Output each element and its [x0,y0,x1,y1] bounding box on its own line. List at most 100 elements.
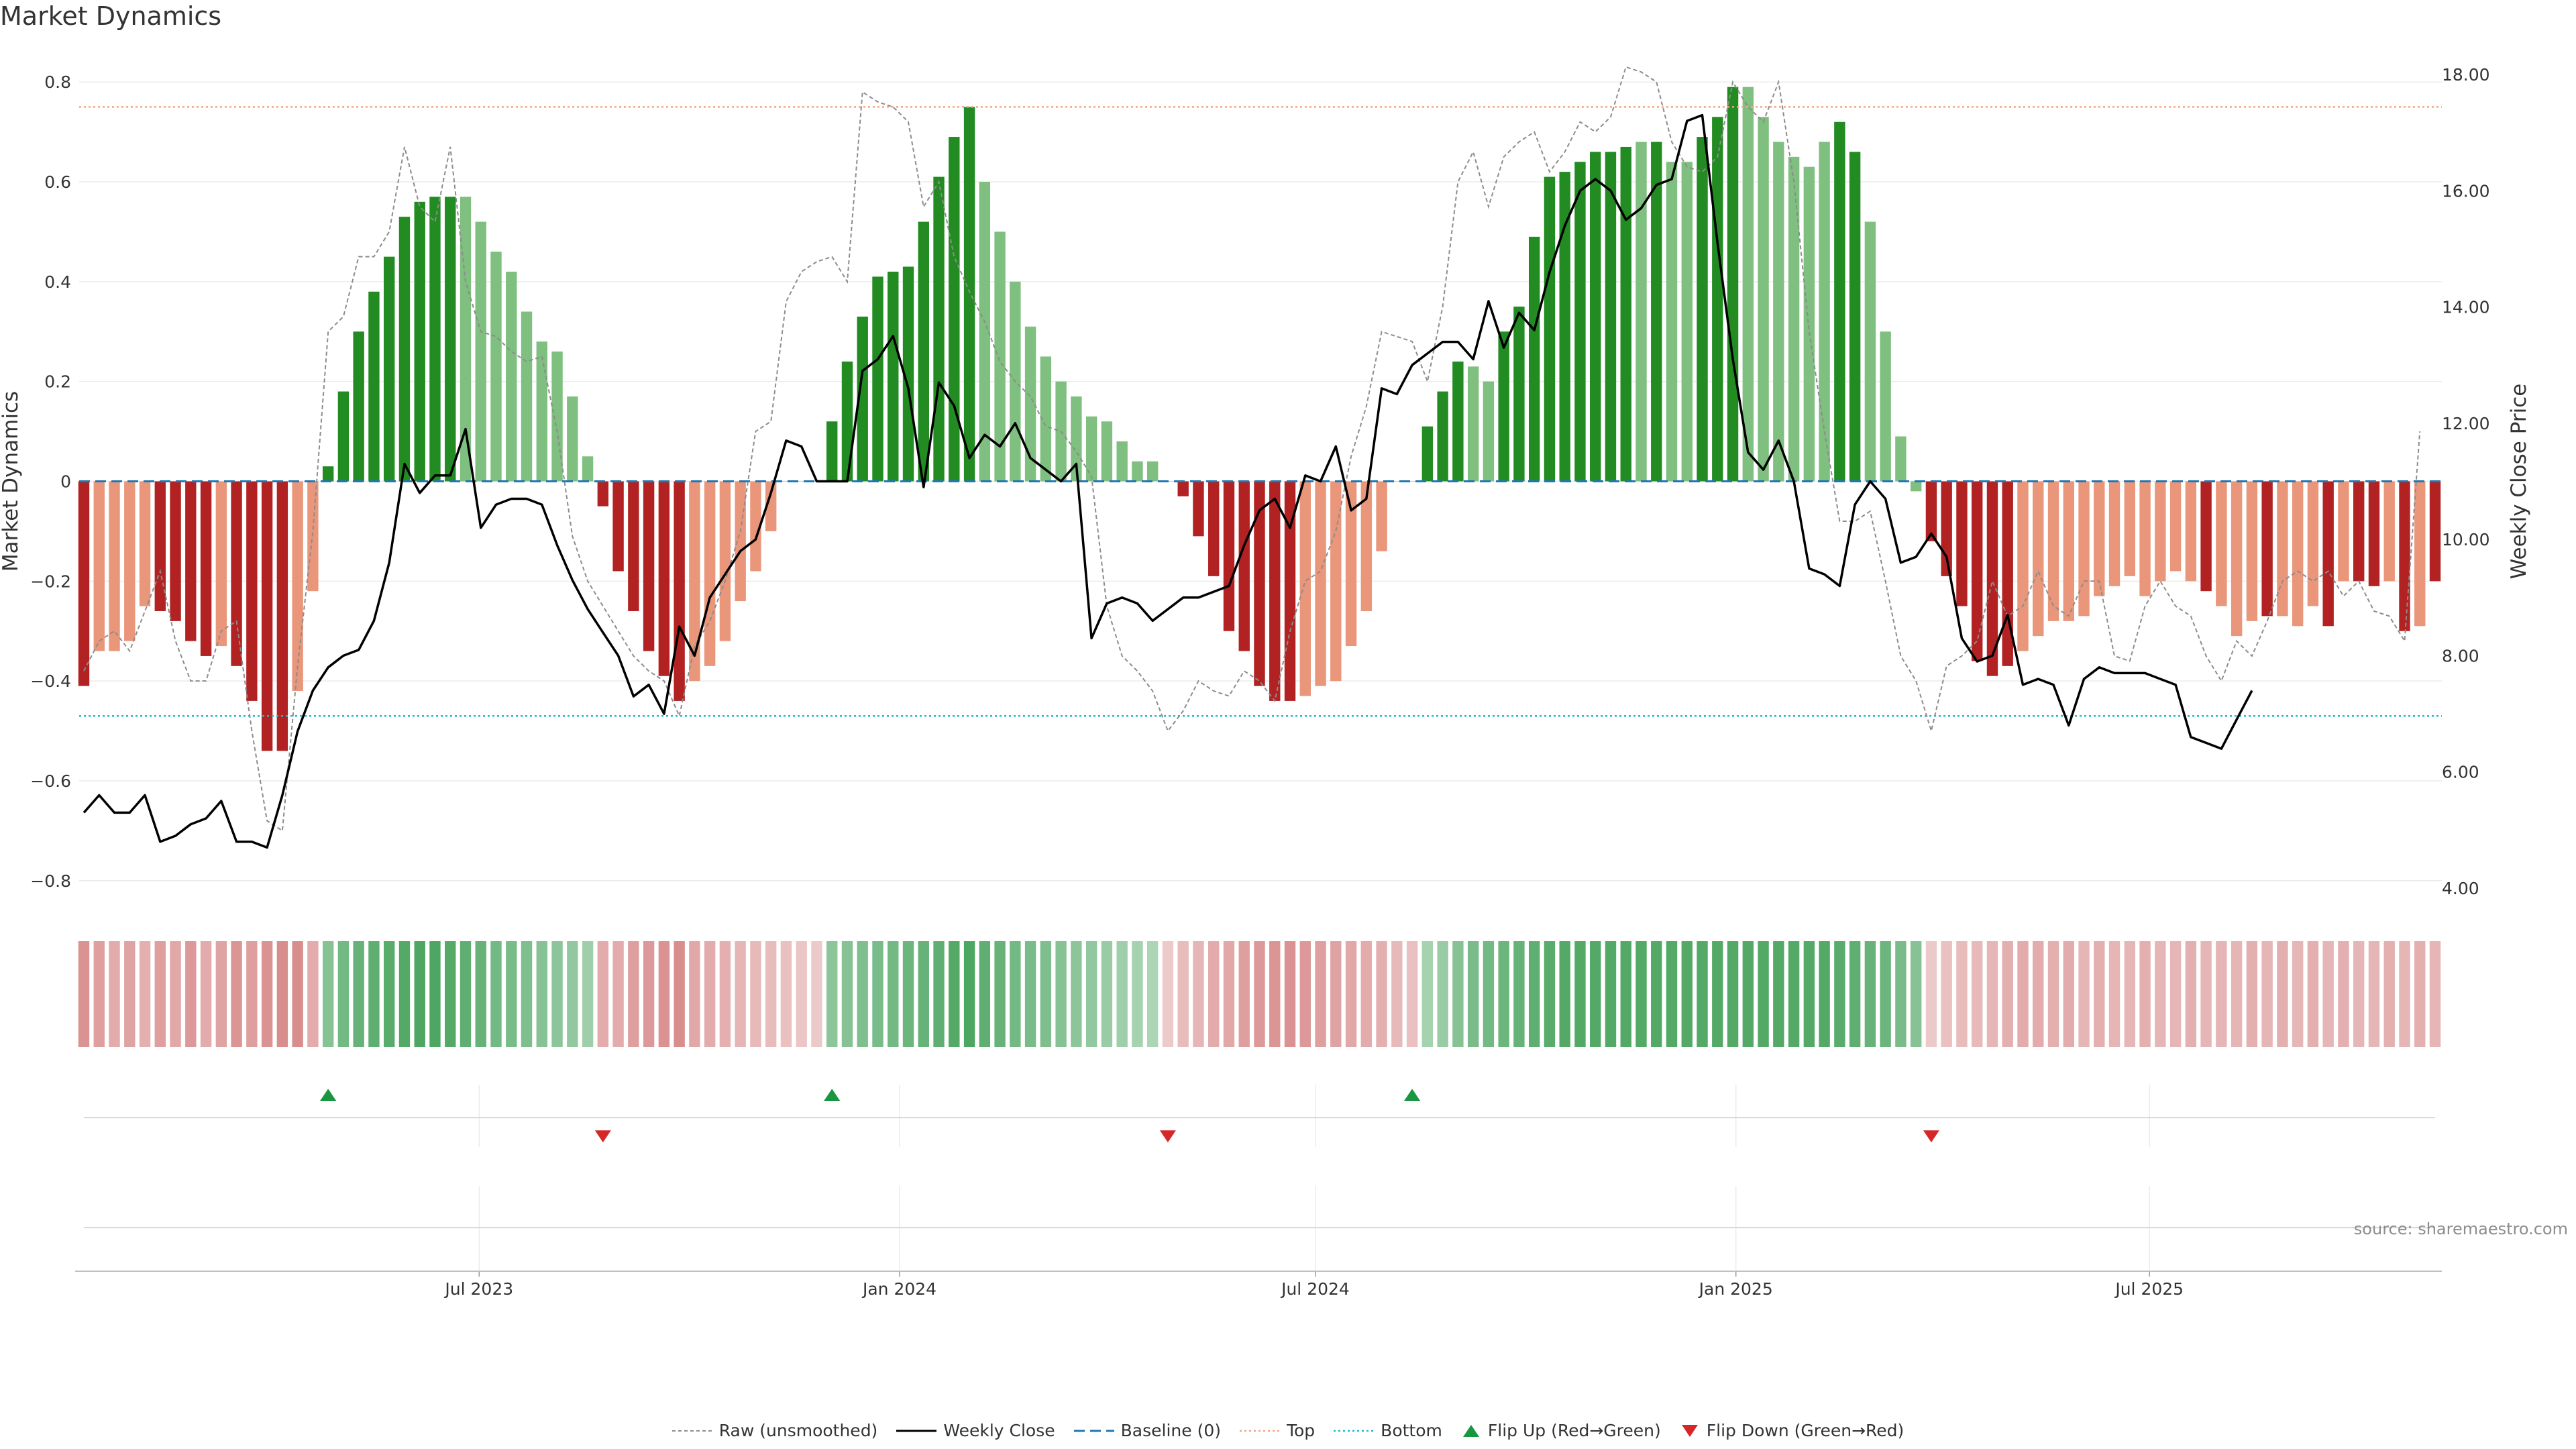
regime-strip-cell [1269,941,1281,1047]
regime-strip-cell [963,941,975,1047]
regime-strip-cell [1910,941,1922,1047]
regime-strip-cell [1956,941,1968,1047]
dynamics-bar [1864,221,1876,482]
regime-strip-cell [1681,941,1693,1047]
dynamics-bar [1132,461,1143,482]
dynamics-bar [1834,121,1845,482]
regime-strip-cell [185,941,197,1047]
dynamics-bar [322,466,334,482]
regime-strip-cell [2246,941,2258,1047]
bars-layer [78,87,2441,751]
regime-strip-cell [2078,941,2090,1047]
series-lines [83,66,2421,849]
regime-strip-cell [1727,941,1739,1047]
dynamics-bar [1498,331,1509,482]
right-tick-label: 6.00 [2442,763,2479,782]
dynamics-bar [2185,481,2197,582]
dynamics-bar [2261,481,2273,616]
dynamics-bar [1651,142,1662,482]
legend-label-flip-down: Flip Down (Green→Red) [1706,1421,1904,1440]
dynamics-bar [2429,481,2441,582]
regime-strip-cell [2353,941,2365,1047]
legend-item-raw[interactable]: Raw (unsmoothed) [672,1421,878,1440]
right-axis-title: Weekly Close Price [2507,384,2531,580]
regime-strip-cell [735,941,746,1047]
dynamics-bar [841,361,853,482]
regime-strip-cell [2429,941,2441,1047]
legend-label-raw: Raw (unsmoothed) [718,1421,878,1440]
regime-strip-cell [109,941,120,1047]
regime-strip-cell [1483,941,1495,1047]
legend-item-baseline[interactable]: Baseline (0) [1073,1421,1221,1440]
regime-strip-cell [2108,941,2121,1047]
legend-item-top[interactable]: Top [1239,1421,1315,1440]
regime-strip-cell [414,941,425,1047]
left-axis-title: Market Dynamics [0,391,23,572]
regime-strip-cell [1925,941,1937,1047]
regime-strip-cell [750,941,761,1047]
axes: −0.8 −0.6 −0.4 −0.2 0 0.2 0.4 0.6 0.8 4.00 6.00 8.0… [0,65,2531,1299]
legend-raw-swatch [672,1430,712,1432]
dynamics-bar [826,421,838,482]
chart-title: Market Dynamics [0,1,222,31]
dynamics-bar [1146,461,1159,482]
regime-strip-cell [1406,941,1418,1047]
flip-down-marker [1159,1130,1176,1142]
regime-strip-cell [1345,941,1357,1047]
dynamics-bar [1071,396,1082,482]
dynamics-bar [185,481,197,641]
regime-strip-cell [1101,941,1113,1047]
dynamics-bar [949,137,960,482]
legend-item-flip-up[interactable]: Flip Up (Red→Green) [1461,1421,1661,1440]
dynamics-bar [2047,481,2059,621]
regime-strip-cell [1834,941,1845,1047]
dynamics-bar [2353,481,2365,582]
dynamics-bar [1254,481,1265,686]
regime-strip-cell [292,941,303,1047]
dynamics-bar [1345,481,1357,647]
dynamics-bar [1177,481,1189,496]
regime-strip-cell [1208,941,1220,1047]
regime-strip-cell [1391,941,1403,1047]
dynamics-bar [902,266,914,482]
regime-strip-cell [765,941,777,1047]
regime-strip-cell [1651,941,1662,1047]
dynamics-bar [1452,361,1464,482]
x-tick-label: Jan 2024 [861,1279,936,1299]
regime-strip-cell [1085,941,1097,1047]
dynamics-bar [2002,481,2013,666]
dynamics-bar [2017,481,2029,651]
dynamics-bar [1284,481,1296,701]
regime-strip-cell [1467,941,1479,1047]
dynamics-bar [2155,481,2166,582]
dynamics-bar [292,481,303,692]
legend-item-bottom[interactable]: Bottom [1334,1421,1442,1440]
dynamics-bar [1925,481,1937,541]
regime-strip-cell [689,941,700,1047]
regime-strip-cell [353,941,364,1047]
regime-strip-cell [1223,941,1235,1047]
legend-close-swatch [896,1430,937,1432]
legend-baseline-swatch [1073,1430,1114,1432]
dynamics-bar [658,481,670,676]
regime-strip-cell [1010,941,1021,1047]
regime-strip-cell [1055,941,1067,1047]
dynamics-bar [1803,166,1815,482]
dynamics-bar [2094,481,2105,596]
regime-strip-cell [154,941,166,1047]
regime-strip [78,941,2441,1047]
dynamics-bar [2322,481,2334,627]
regime-strip-cell [1712,941,1723,1047]
regime-strip-cell [658,941,670,1047]
source-note: source: sharemaestro.com [2353,1220,2568,1238]
left-tick-label: −0.2 [30,572,71,591]
regime-strip-cell [170,941,181,1047]
dynamics-bar [1986,481,1998,676]
dynamics-bar [994,231,1006,482]
regime-strip-cell [2033,941,2044,1047]
legend-item-close[interactable]: Weekly Close [896,1421,1055,1440]
legend-item-flip-down[interactable]: Flip Down (Green→Red) [1680,1421,1904,1440]
dynamics-bar [445,197,456,482]
dynamics-bar [1269,481,1281,701]
